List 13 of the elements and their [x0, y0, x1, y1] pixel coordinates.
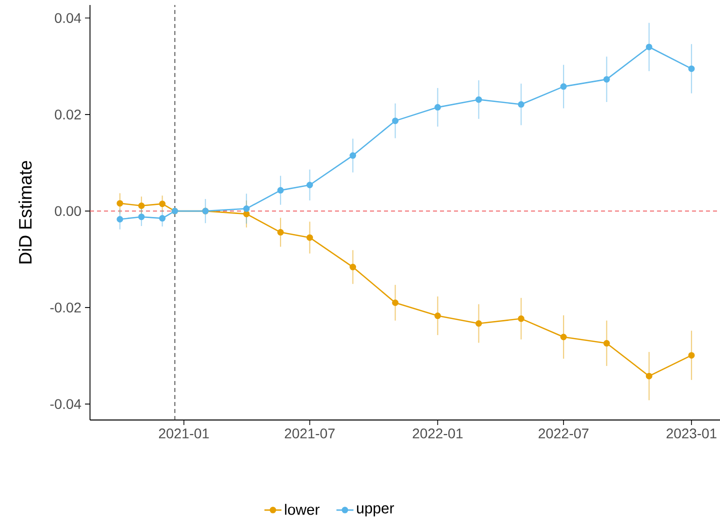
x-tick-label: 2022-07: [538, 428, 588, 438]
x-tick-label: 2021-07: [284, 428, 335, 438]
y-tick-label: 0.00: [54, 206, 81, 216]
y-axis-title: DiD Estimate: [18, 161, 32, 264]
y-tick-label: 0.02: [54, 110, 81, 120]
x-tick-label: 2023-01: [666, 428, 716, 438]
x-tick-label: 2022-01: [412, 428, 463, 438]
y-tick-label: -0.04: [50, 399, 82, 410]
y-tick-label: 0.04: [54, 13, 82, 23]
legend-label: upper: [357, 505, 394, 516]
y-tick-label: -0.02: [50, 302, 81, 313]
legend-label: lower: [285, 504, 320, 515]
x-tick-label: 2021-01: [158, 428, 209, 438]
